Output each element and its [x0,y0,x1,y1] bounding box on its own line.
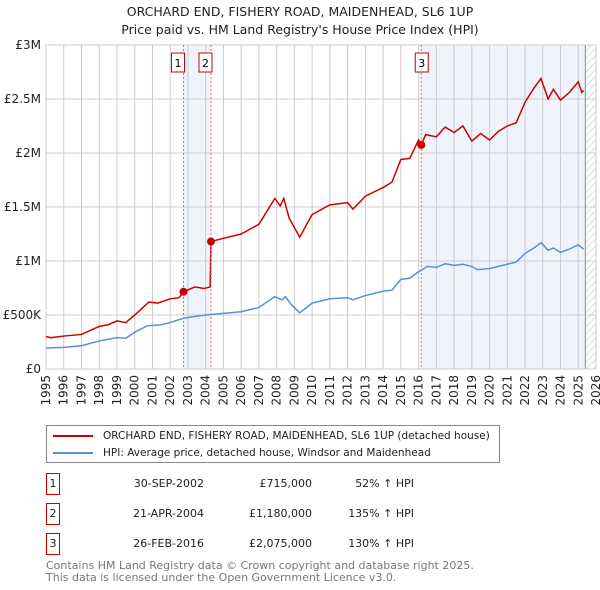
footer-line: This data is licensed under the Open Gov… [46,571,397,584]
price-chart: 1995 1996 1997 1998 1999 2000 2001 2002 2003 2004… [3,38,600,406]
x-tick-label: 2025 [571,375,585,406]
sale-badge [198,52,213,73]
transaction-row: 2 21-APR-2004 £1,180,000 135% ↑ HPI [46,503,546,525]
sale-badge-label: 2 [202,57,209,70]
y-tick-label: £3M [15,38,41,52]
x-tick-label: 2020 [483,375,497,406]
x-tick-label: 2005 [216,375,230,406]
legend: ORCHARD END, FISHERY ROAD, MAIDENHEAD, S… [46,425,500,463]
legend-item-hpi: HPI: Average price, detached house, Wind… [53,446,431,460]
x-tick-label: 2022 [518,375,532,406]
x-tick-label: 2024 [554,375,568,406]
x-tick-label: 2004 [199,375,213,406]
y-tick-label: £2.5M [4,92,41,106]
x-tick-label: 1997 [74,375,88,406]
plot-frame [45,44,597,370]
x-tick-label: 2010 [305,375,319,406]
sale-badge-label: 1 [175,57,182,70]
x-tick-label: 1998 [92,375,106,406]
transaction-row: 3 26-FEB-2016 £2,075,000 130% ↑ HPI [46,533,546,555]
sale-badge [171,52,185,73]
sale-point [207,237,215,246]
x-tick-label: 2002 [163,375,177,406]
x-tick-label: 2014 [376,375,390,406]
legend-label: ORCHARD END, FISHERY ROAD, MAIDENHEAD, S… [103,430,490,442]
x-tick-label: 2026 [589,375,600,406]
sale-badge [414,52,429,73]
sale-date: 21-APR-2004 [132,507,204,520]
x-tick-label: 2011 [323,375,337,406]
x-tick-label: 2023 [536,375,550,406]
sale-point [179,287,188,296]
x-tick-label: 1996 [57,375,71,406]
x-tick-label: 2006 [234,375,248,406]
series-line [45,76,585,339]
legend-label: HPI: Average price, detached house, Wind… [103,447,431,459]
x-tick-label: 2009 [287,375,301,406]
x-tick-label: 2015 [394,375,408,406]
x-tick-label: 2003 [181,375,195,406]
sale-date: 26-FEB-2016 [133,537,204,550]
sale-date: 30-SEP-2002 [133,477,204,490]
title-line: ORCHARD END, FISHERY ROAD, MAIDENHEAD, S… [126,4,474,19]
x-tick-label: 2016 [412,375,426,406]
sale-price: £2,075,000 [249,537,312,550]
subtitle-line: Price paid vs. HM Land Registry's House … [121,22,479,37]
y-tick-label: £1.5M [4,200,41,214]
footer-line: Contains HM Land Registry data © Crown c… [46,559,474,572]
x-tick-label: 2012 [341,375,355,406]
hpi-diff: 130% ↑ HPI [348,537,414,550]
x-tick-label: 2000 [128,375,142,406]
legend-swatch-red [53,435,93,437]
x-tick-label: 2001 [145,375,159,406]
sale-price: £715,000 [259,477,313,490]
x-tick-label: 2008 [270,375,284,406]
hpi-diff: 52% ↑ HPI [355,477,414,490]
x-tick-label: 1995 [39,375,53,406]
sale-price: £1,180,000 [249,507,312,520]
x-tick-label: 2018 [447,375,461,406]
marker-badge: 3 [46,533,60,555]
y-tick-label: £1M [15,254,41,268]
x-tick-label: 2013 [358,375,372,406]
y-tick-label: £500K [3,308,43,322]
x-tick-label: 2021 [500,375,514,406]
chart-title: ORCHARD END, FISHERY ROAD, MAIDENHEAD, S… [0,3,600,39]
transaction-row: 1 30-SEP-2002 £715,000 52% ↑ HPI [46,473,546,495]
legend-item-property: ORCHARD END, FISHERY ROAD, MAIDENHEAD, S… [53,429,490,443]
y-tick-label: £2M [15,146,41,160]
x-tick-label: 2019 [465,375,479,406]
sale-badge-label: 3 [418,57,425,70]
x-tick-label: 2007 [252,375,266,406]
marker-badge: 1 [46,473,60,495]
series-line [45,241,585,349]
legend-swatch-blue [53,452,93,454]
sale-point [417,140,426,149]
y-tick-label: £0 [26,362,41,376]
footer: Contains HM Land Registry data © Crown c… [46,560,474,584]
x-tick-label: 1999 [110,375,124,406]
hpi-diff: 135% ↑ HPI [348,507,414,520]
x-tick-label: 2017 [429,375,443,406]
marker-badge: 2 [46,503,60,525]
